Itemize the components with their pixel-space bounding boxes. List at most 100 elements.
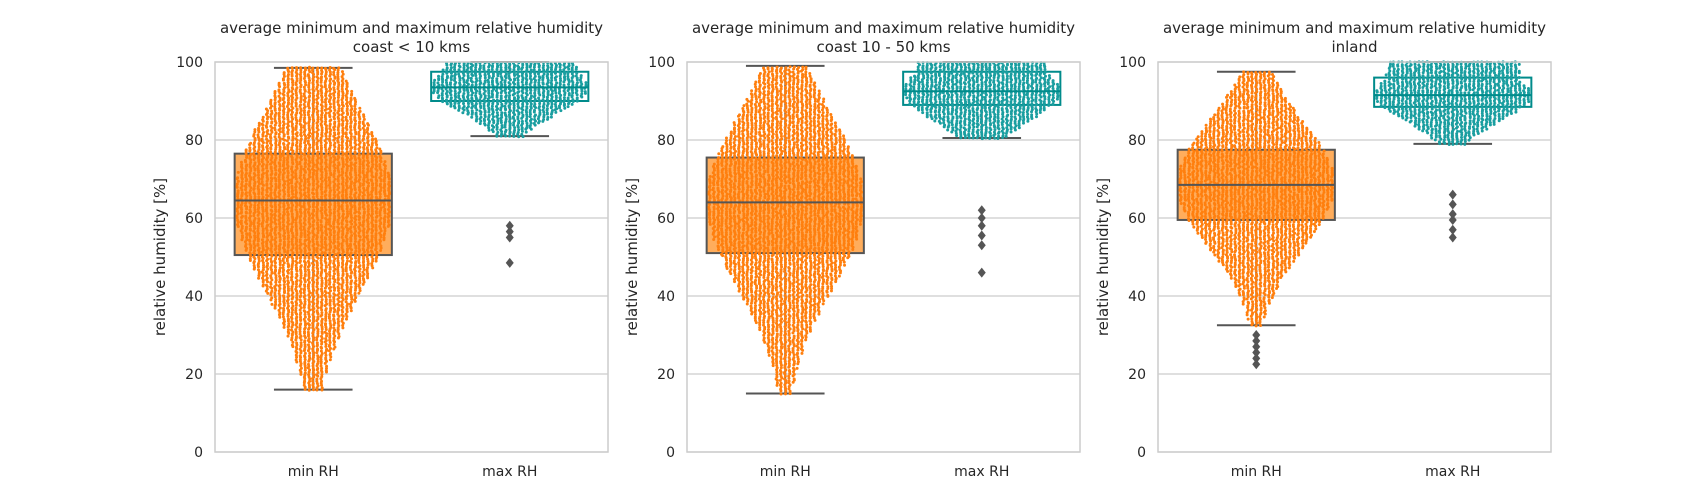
swarm-point — [366, 207, 370, 211]
swarm-point — [294, 223, 298, 227]
swarm-point — [270, 227, 274, 231]
swarm-point — [508, 119, 512, 123]
swarm-point — [499, 94, 503, 98]
swarm-point — [336, 317, 340, 321]
swarm-point — [298, 238, 302, 242]
swarm-point — [379, 206, 383, 210]
swarm-point — [328, 186, 332, 190]
swarm-point — [286, 249, 290, 253]
swarm-point — [278, 283, 282, 287]
swarm-point — [566, 105, 570, 109]
swarm-point — [260, 238, 264, 242]
swarm-point — [801, 319, 805, 323]
swarm-point — [281, 137, 285, 141]
swarm-point — [290, 231, 294, 235]
swarm-point — [248, 218, 252, 222]
swarm-point — [495, 77, 499, 81]
swarm-point — [341, 326, 345, 330]
swarm-point — [336, 319, 340, 323]
swarm-point — [328, 189, 332, 193]
swarm-point — [248, 208, 252, 212]
swarm-point — [449, 66, 453, 70]
swarm-point — [312, 219, 316, 223]
swarm-point — [350, 279, 354, 283]
swarm-point — [245, 154, 249, 158]
swarm-point — [328, 272, 332, 276]
swarm-point — [770, 345, 774, 349]
swarm-point — [290, 240, 294, 244]
swarm-point — [323, 240, 327, 244]
swarm-point — [261, 186, 265, 190]
swarm-point — [353, 122, 357, 126]
swarm-point — [269, 242, 273, 246]
swarm-point — [778, 368, 782, 372]
swarm-point — [265, 287, 269, 291]
swarm-point — [244, 182, 248, 186]
swarm-point — [260, 122, 264, 126]
swarm-point — [299, 315, 303, 319]
swarm-point — [354, 276, 358, 280]
swarm-point — [358, 201, 362, 205]
swarm-point — [340, 313, 344, 317]
swarm-point — [528, 124, 532, 128]
swarm-point — [367, 240, 371, 244]
swarm-point — [461, 76, 465, 80]
swarm-point — [261, 219, 265, 223]
swarm-point — [365, 234, 369, 238]
swarm-point — [316, 295, 320, 299]
swarm-point — [320, 242, 324, 246]
swarm-point — [319, 223, 323, 227]
swarm-point — [282, 237, 286, 241]
swarm-point — [282, 167, 286, 171]
swarm-point — [354, 259, 358, 263]
swarm-point — [277, 231, 281, 235]
swarm-point — [291, 251, 295, 255]
swarm-point — [282, 141, 286, 145]
swarm-point — [291, 234, 295, 238]
swarm-point — [311, 371, 315, 375]
swarm-point — [277, 251, 281, 255]
swarm-point — [286, 135, 290, 139]
swarm-point — [261, 205, 265, 209]
swarm-point — [479, 104, 483, 108]
swarm-point — [270, 263, 274, 267]
swarm-point — [350, 233, 354, 237]
swarm-point — [294, 188, 298, 192]
swarm-point — [304, 238, 308, 242]
swarm-point — [236, 223, 240, 227]
swarm-point — [353, 291, 357, 295]
swarm-point — [316, 124, 320, 128]
swarm-point — [478, 122, 482, 126]
swarm-point — [294, 143, 298, 147]
swarm-point — [294, 171, 298, 175]
swarm-point — [362, 137, 366, 141]
swarm-point — [340, 242, 344, 246]
swarm-point — [771, 323, 775, 327]
chart-title: average minimum and maximum relative hum… — [220, 19, 603, 37]
swarm-point — [503, 133, 507, 137]
swarm-point — [320, 366, 324, 370]
swarm-point — [374, 163, 378, 167]
swarm-point — [282, 261, 286, 265]
swarm-point — [345, 261, 349, 265]
swarm-point — [312, 353, 316, 357]
swarm-point — [784, 392, 788, 396]
swarm-point — [370, 262, 374, 266]
swarm-point — [350, 297, 354, 301]
swarm-point — [349, 137, 353, 141]
swarm-point — [345, 317, 349, 321]
swarm-point — [320, 270, 324, 274]
swarm-point — [361, 255, 365, 259]
swarm-point — [307, 255, 311, 259]
swarm-point — [336, 285, 340, 289]
swarm-point — [357, 210, 361, 214]
swarm-point — [345, 283, 349, 287]
swarm-point — [503, 79, 507, 83]
swarm-point — [324, 216, 328, 220]
swarm-point — [319, 259, 323, 263]
swarm-point — [816, 308, 820, 312]
swarm-point — [469, 76, 473, 80]
swarm-point — [550, 108, 554, 112]
swarm-point — [235, 209, 239, 213]
swarm-point — [328, 294, 332, 298]
